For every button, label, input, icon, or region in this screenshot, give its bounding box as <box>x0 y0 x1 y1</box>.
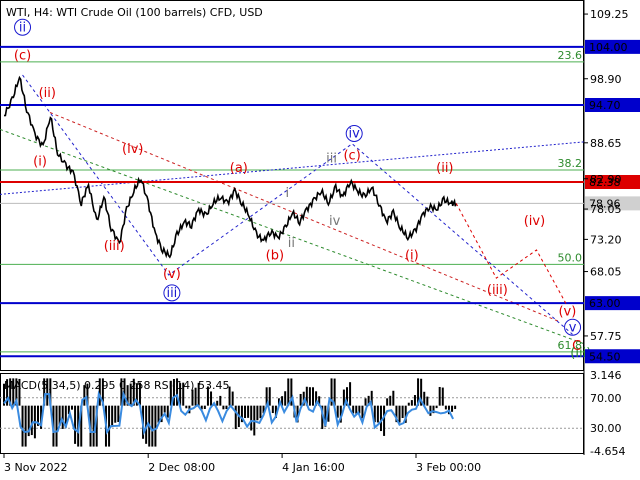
level-tag <box>585 296 640 311</box>
wave-label: (i) <box>405 248 419 263</box>
price-tick-label: 57.75 <box>590 330 622 343</box>
wave-label: ii <box>19 20 26 35</box>
wave-label-circle <box>564 318 582 336</box>
level-tag-label: 63.00 <box>589 297 621 310</box>
wave-label-circle <box>345 125 363 142</box>
price-tick-label: 68.05 <box>590 266 622 279</box>
price-tick-label: 88.65 <box>590 137 622 150</box>
wave-label-circle <box>14 18 32 36</box>
time-tick-label: 4 Jan 16:00 <box>282 461 345 474</box>
level-tag <box>585 98 640 112</box>
macd-tick-label: 3.146 <box>590 369 622 382</box>
rsi-tick-label: 70.00 <box>590 392 622 405</box>
wave-label: (iv) <box>122 142 143 157</box>
level-tag <box>585 175 640 189</box>
time-axis: 3 Nov 2022 2 Dec 08:00 4 Jan 16:00 3 Feb 00… <box>3 454 481 474</box>
fib-label: 61.8 <box>558 339 583 352</box>
price-tick-label: 78.05 <box>590 203 622 216</box>
price-tick-label: 73.20 <box>590 233 622 246</box>
macd-rsi-pane: 3.146 -4.654 70.00 30.00 <box>0 369 625 458</box>
current-price-tag <box>585 196 640 211</box>
wave-label: iii <box>166 286 177 301</box>
wave-label: (iv) <box>524 214 545 229</box>
wave-label: (v) <box>558 305 576 320</box>
red-channel-line <box>49 112 561 323</box>
wave-label: (c) <box>343 148 360 163</box>
lower-channel-line <box>0 128 585 345</box>
wave-label: (ii) <box>39 86 56 101</box>
level-tag-label: 54.50 <box>589 350 621 363</box>
wave-label: iv <box>349 127 361 142</box>
wave-label: (v) <box>163 267 181 282</box>
wave-labels: ii(c)(ii)(i)(iv)(iii)(v)iii(a)(b)iiiiii(… <box>14 18 591 361</box>
wave-label: iii <box>326 152 337 167</box>
wave-label: (b) <box>266 248 284 263</box>
level-tag-label: 82.38 <box>589 176 621 189</box>
time-tick-label: 3 Feb 00:00 <box>416 461 481 474</box>
upper-trend-line <box>0 141 585 195</box>
wave-label: (ii) <box>436 161 453 176</box>
wave-label: v <box>569 320 577 335</box>
guide-lines: 23.6 38.2 50.0 61.8 <box>0 45 585 358</box>
level-tag <box>585 39 640 54</box>
fib-label: 50.0 <box>558 251 583 264</box>
rsi-tick-label: 30.00 <box>590 422 622 435</box>
wave-label: iv <box>329 214 341 229</box>
current-price-label: 78.96 <box>589 197 621 210</box>
chart-header: WTI, H4: WTI Crude Oil (100 barrels) CFD… <box>6 6 263 19</box>
wave-label: (a) <box>230 161 248 176</box>
time-tick-label: 2 Dec 08:00 <box>148 461 215 474</box>
macd-tick-label: -4.654 <box>590 445 625 458</box>
wave-label: i <box>285 186 289 201</box>
wave-label: (i) <box>33 155 47 170</box>
fib-label: 23.6 <box>558 49 583 62</box>
price-tick-label: 82.90 <box>590 173 622 186</box>
wave-label-circle <box>163 284 181 302</box>
level-tag-label: 104.00 <box>589 41 628 54</box>
indicator-header: MACD(5,34,5) 0.295 0.258 RSI(14) 53.45 <box>4 379 229 392</box>
level-tag <box>585 349 640 364</box>
fib-label: 38.2 <box>558 157 583 170</box>
wave-path <box>22 74 573 335</box>
wave-label: C <box>572 339 581 354</box>
wave-label: (iii) <box>104 239 125 254</box>
rsi-line <box>3 390 454 436</box>
wave-label: ii <box>288 236 295 251</box>
price-series <box>3 75 568 307</box>
price-tick-label: 98.90 <box>590 73 622 86</box>
level-tag-label: 94.70 <box>589 99 621 112</box>
time-tick-label: 3 Nov 2022 <box>4 461 67 474</box>
price-tick-label: 109.25 <box>590 8 629 21</box>
price-axis: 104.00 94.70 82.38 63.00 54.50 78.96 109.25 98.… <box>584 8 640 364</box>
forecast-path <box>455 203 568 307</box>
price-line <box>3 75 457 259</box>
wave-label: (iii) <box>487 283 508 298</box>
wave-label: (c) <box>14 48 31 63</box>
